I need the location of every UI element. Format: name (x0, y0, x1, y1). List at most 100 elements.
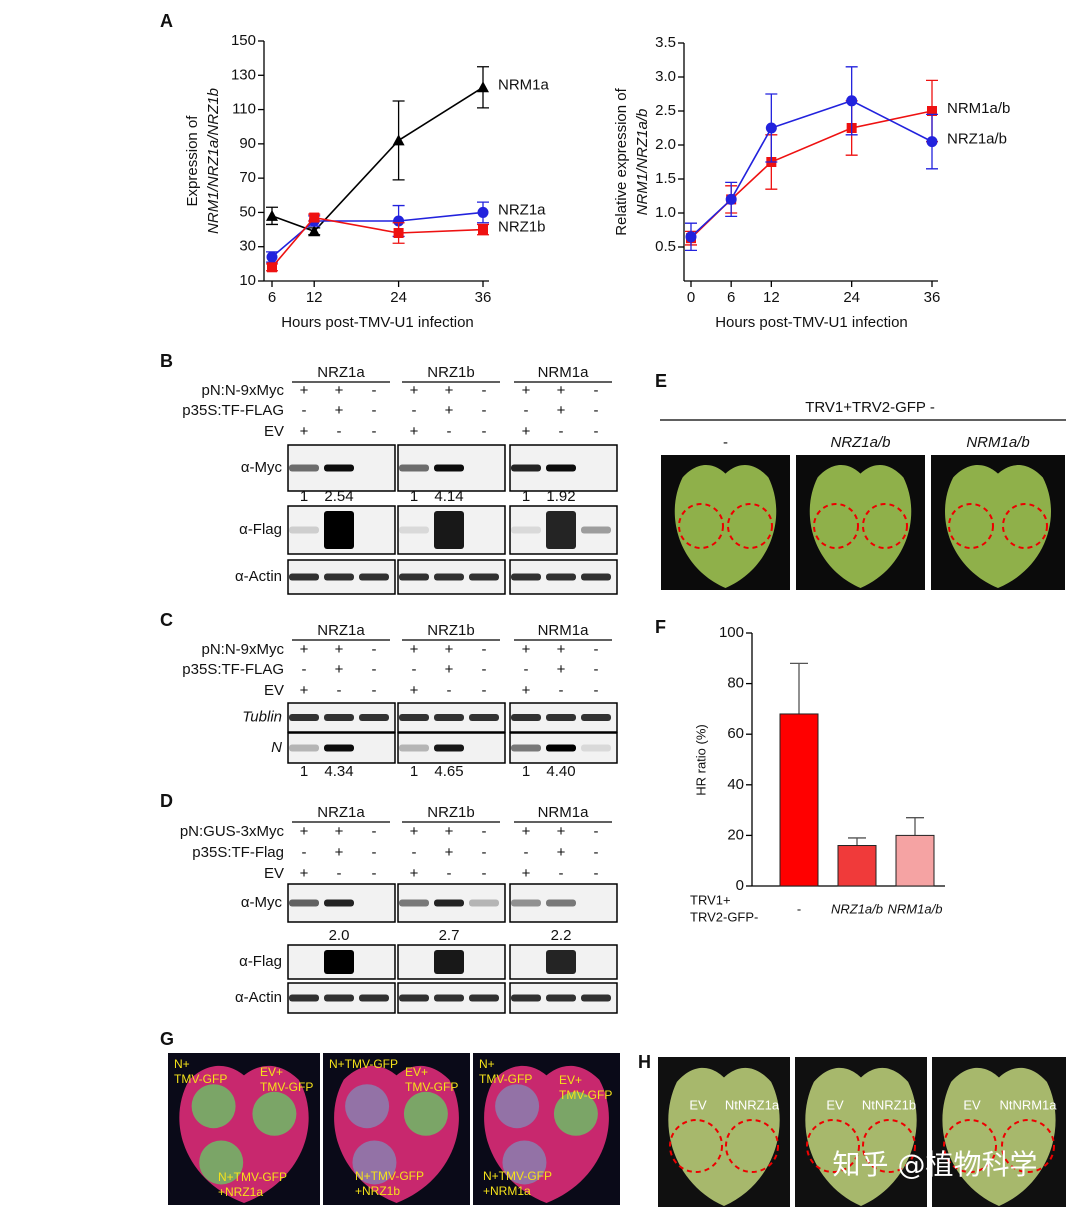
y-tick-label: 150 (231, 32, 256, 49)
sign: - (412, 402, 417, 419)
panel-label: H (638, 1052, 651, 1072)
sign: - (372, 402, 377, 419)
panel-label: F (655, 617, 666, 637)
marker (308, 225, 321, 237)
band (511, 899, 541, 907)
series-line (271, 86, 484, 233)
band (399, 899, 429, 907)
infiltration-circle (727, 503, 773, 549)
sign: - (302, 844, 307, 861)
image-label: - (723, 434, 728, 451)
band (289, 573, 319, 581)
infiltration-circle (1002, 503, 1048, 549)
condition-label: pN:GUS-3xMyc (180, 823, 285, 840)
sign: - (412, 661, 417, 678)
marker (926, 136, 938, 148)
sign: - (594, 382, 599, 399)
y-tick-label: 1.5 (655, 170, 676, 187)
quant-label: 1 (300, 488, 308, 505)
marker (267, 262, 277, 273)
image-label: TMV-GFP (559, 1088, 612, 1102)
band (434, 464, 464, 472)
marker (266, 251, 278, 263)
gfp-spot (345, 1084, 390, 1129)
band (469, 899, 499, 907)
quant-label: 4.40 (546, 763, 575, 780)
band (546, 714, 576, 721)
marker (477, 81, 489, 93)
band (434, 994, 464, 1002)
image-label: NRZ1a/b (830, 434, 890, 451)
sign: + (410, 423, 419, 440)
sign: - (372, 682, 377, 699)
y-tick-label: 130 (231, 66, 256, 83)
sign: + (445, 844, 454, 861)
condition-label: p35S:TF-FLAG (182, 661, 284, 678)
y-tick-label: 0.5 (655, 238, 676, 255)
error-bar (906, 817, 924, 836)
sign: + (522, 865, 531, 882)
blot-label: α-Actin (235, 568, 282, 585)
sign: + (522, 423, 531, 440)
condition-label: EV (264, 682, 284, 699)
leaf (945, 465, 1051, 588)
x-tick-label: 36 (475, 289, 492, 306)
y-axis-label: HR ratio (%) (693, 724, 708, 796)
image-label: N+TMV-GFP (218, 1170, 287, 1184)
sign: - (559, 682, 564, 699)
sign: - (372, 423, 377, 440)
image-label: EV (826, 1097, 844, 1112)
marker (846, 95, 858, 107)
x-tick-label: 0 (687, 289, 695, 306)
image-label: TMV-GFP (479, 1072, 532, 1086)
error-bar (848, 837, 866, 846)
quant-label: 2.0 (329, 927, 350, 944)
y-tick-label: 10 (239, 272, 256, 289)
sign: - (302, 661, 307, 678)
series-line (690, 110, 933, 239)
sign: - (524, 661, 529, 678)
sign: + (557, 382, 566, 399)
sign: + (335, 641, 344, 658)
image-label: N+ (174, 1057, 190, 1071)
x-tick-label: 12 (763, 289, 780, 306)
panel-label: D (160, 791, 173, 811)
group-label: NRM1a (538, 804, 590, 821)
band (434, 714, 464, 721)
band (581, 526, 611, 534)
image-label: TMV-GFP (260, 1080, 313, 1094)
gfp-spot (252, 1091, 297, 1136)
sign: - (482, 423, 487, 440)
condition-label: pN:N-9xMyc (201, 641, 284, 658)
band (434, 511, 464, 549)
sign: + (335, 402, 344, 419)
band (434, 744, 464, 752)
marker (478, 224, 488, 235)
infiltration-circle (806, 1119, 860, 1173)
y-tick-label: 70 (239, 169, 256, 186)
image-label: EV (689, 1097, 707, 1112)
panel-label: B (160, 351, 173, 371)
sign: - (594, 844, 599, 861)
band (324, 464, 354, 472)
band (289, 994, 319, 1002)
band (399, 744, 429, 752)
image-label: NRM1a/b (966, 434, 1029, 451)
y-tick-label: 100 (719, 624, 744, 641)
sign: + (522, 382, 531, 399)
band (511, 744, 541, 752)
marker (393, 215, 405, 227)
sign: + (557, 641, 566, 658)
gfp-spot (403, 1091, 448, 1136)
panel-title: TRV1+TRV2-GFP - (805, 399, 935, 416)
x-tick-label: - (797, 901, 801, 916)
band (399, 994, 429, 1002)
quant-label: 2.2 (551, 927, 572, 944)
band (359, 573, 389, 581)
series-label: NRM1a (498, 76, 550, 93)
infiltration-circle (813, 503, 859, 549)
sign: + (445, 382, 454, 399)
y-tick-label: 0 (736, 877, 744, 894)
marker (927, 106, 937, 116)
blot-label: Tublin (242, 708, 282, 725)
